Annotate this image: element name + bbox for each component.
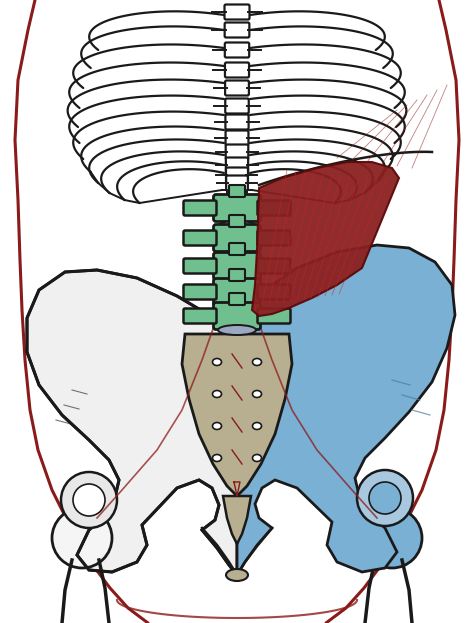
Polygon shape — [237, 245, 455, 575]
FancyBboxPatch shape — [257, 201, 291, 216]
Ellipse shape — [212, 422, 221, 429]
FancyBboxPatch shape — [257, 285, 291, 300]
FancyBboxPatch shape — [183, 308, 217, 323]
Circle shape — [73, 484, 105, 516]
FancyBboxPatch shape — [183, 259, 217, 273]
FancyBboxPatch shape — [227, 188, 247, 204]
FancyBboxPatch shape — [226, 158, 248, 173]
Circle shape — [369, 482, 401, 514]
Ellipse shape — [212, 391, 221, 397]
FancyBboxPatch shape — [226, 130, 248, 146]
Circle shape — [357, 470, 413, 526]
FancyBboxPatch shape — [213, 252, 261, 280]
FancyBboxPatch shape — [226, 115, 248, 130]
Ellipse shape — [218, 251, 256, 261]
FancyBboxPatch shape — [229, 269, 245, 281]
FancyBboxPatch shape — [226, 168, 248, 183]
Ellipse shape — [218, 221, 256, 231]
FancyBboxPatch shape — [225, 4, 249, 19]
Ellipse shape — [218, 279, 256, 289]
FancyBboxPatch shape — [257, 259, 291, 273]
FancyBboxPatch shape — [229, 293, 245, 305]
Polygon shape — [252, 162, 399, 316]
FancyBboxPatch shape — [225, 42, 249, 57]
Circle shape — [52, 508, 112, 568]
Ellipse shape — [253, 422, 262, 429]
FancyBboxPatch shape — [213, 224, 261, 252]
FancyBboxPatch shape — [183, 285, 217, 300]
Circle shape — [362, 508, 422, 568]
FancyBboxPatch shape — [229, 215, 245, 227]
Circle shape — [61, 472, 117, 528]
Ellipse shape — [212, 358, 221, 366]
FancyBboxPatch shape — [225, 80, 249, 95]
FancyBboxPatch shape — [229, 243, 245, 255]
FancyBboxPatch shape — [225, 62, 249, 77]
Polygon shape — [27, 270, 237, 575]
FancyBboxPatch shape — [257, 308, 291, 323]
Ellipse shape — [253, 358, 262, 366]
FancyBboxPatch shape — [213, 194, 261, 222]
FancyBboxPatch shape — [213, 303, 261, 330]
FancyBboxPatch shape — [213, 278, 261, 305]
Ellipse shape — [212, 455, 221, 462]
FancyBboxPatch shape — [226, 145, 248, 159]
Ellipse shape — [218, 305, 256, 315]
Ellipse shape — [253, 455, 262, 462]
Polygon shape — [223, 496, 251, 544]
FancyBboxPatch shape — [183, 231, 217, 245]
FancyBboxPatch shape — [229, 185, 245, 197]
Polygon shape — [182, 334, 292, 496]
Ellipse shape — [253, 391, 262, 397]
Ellipse shape — [218, 325, 256, 335]
FancyBboxPatch shape — [183, 201, 217, 216]
FancyBboxPatch shape — [225, 22, 249, 37]
FancyBboxPatch shape — [226, 176, 248, 191]
Ellipse shape — [226, 569, 248, 581]
FancyBboxPatch shape — [257, 231, 291, 245]
FancyBboxPatch shape — [225, 98, 249, 113]
